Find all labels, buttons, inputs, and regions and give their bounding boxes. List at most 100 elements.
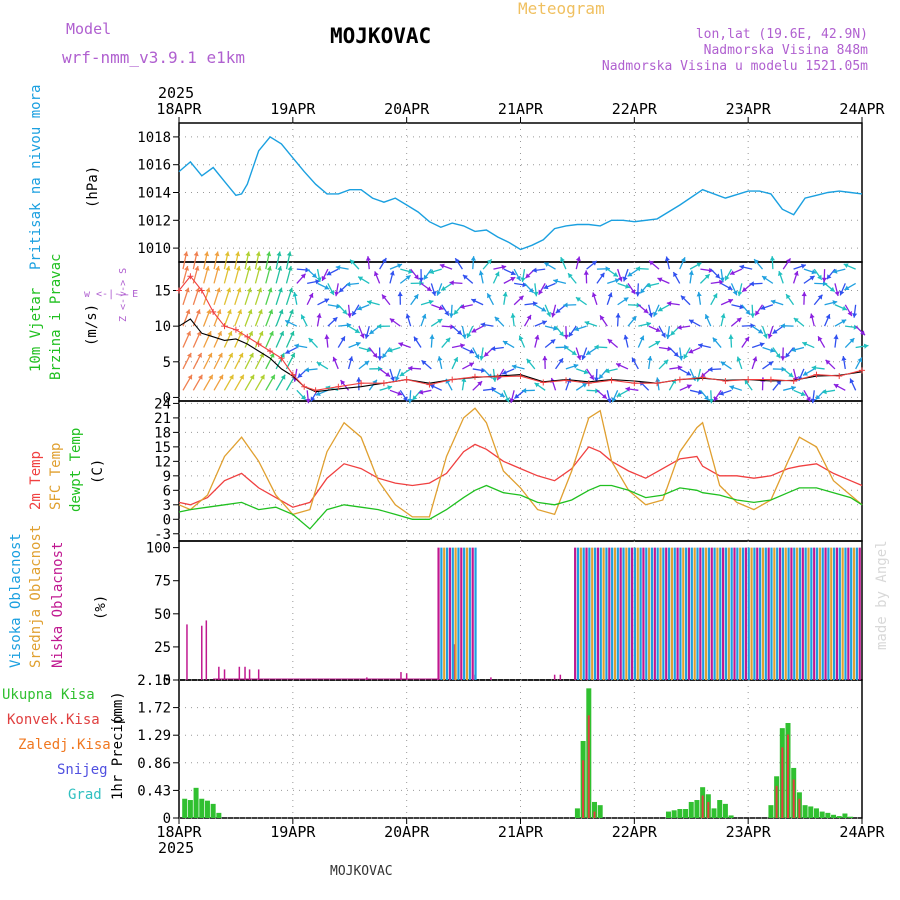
wind-arrow-head: [635, 266, 641, 272]
wind-arrow-head: [369, 329, 375, 335]
wind-arrow-head: [510, 277, 516, 282]
wind-arrow-head: [277, 265, 283, 271]
wind-arrow-head: [832, 268, 838, 274]
ytick-label-temperature: 6: [163, 483, 171, 499]
wind-arrow-head: [582, 383, 588, 388]
svg-text:Grad: Grad: [68, 787, 102, 803]
wind-arrow-head: [713, 396, 719, 402]
wind-arrow-head: [197, 374, 203, 380]
svg-text:Brzina i Pravac: Brzina i Pravac: [48, 254, 64, 380]
wind-arrow-head: [405, 275, 411, 281]
wind-arrow-head: [429, 269, 435, 275]
wind-arrow-head: [510, 270, 516, 276]
wind-arrow-head: [373, 271, 379, 277]
wind-arrow-head: [811, 269, 817, 275]
wind-arrow-head: [532, 301, 538, 307]
wind-arrow-head: [278, 309, 284, 315]
wind-arrow-head: [757, 328, 763, 334]
wind-arrow-head: [533, 291, 539, 297]
wind-arrow-head: [546, 311, 551, 317]
wind-arrow-head: [480, 367, 486, 373]
wind-arrow-head: [437, 356, 443, 361]
wind-arrow-head: [382, 353, 387, 359]
wind-arrow-head: [316, 313, 322, 319]
wind-arrow-head: [769, 256, 775, 261]
wind-arrow-head: [477, 381, 483, 387]
wind-arrow-head: [326, 270, 332, 276]
coords-label: lon,lat (19.6E, 42.9N): [696, 27, 868, 42]
wind-arrow-head: [449, 280, 454, 286]
wind-arrow-head: [321, 275, 327, 281]
wind-arrow-head: [377, 356, 383, 361]
wind-arrow-head: [468, 362, 474, 368]
wind-arrow-head: [635, 291, 641, 297]
wind-arrow-head: [767, 333, 773, 339]
wind-arrow-head: [186, 352, 192, 358]
wind-arrow-head: [460, 304, 465, 310]
wind-arrow-head: [216, 309, 222, 315]
wind-arrow-head: [599, 272, 605, 278]
wind-arrow-head: [208, 374, 213, 380]
wind-arrow-head: [612, 272, 618, 277]
wind-arrow-head: [534, 334, 540, 340]
ytick-label-precipitation: 2.15: [137, 673, 171, 689]
wind-arrow-head: [788, 372, 794, 378]
wind-arrow-head: [324, 298, 330, 304]
wind-arrow-head: [487, 293, 492, 299]
wind-arrow-head: [348, 356, 354, 362]
wind-arrow-head: [832, 300, 838, 306]
wind-arrow-head: [843, 263, 849, 269]
wind-arrow-head: [499, 392, 505, 397]
wind-arrow-head: [426, 286, 432, 292]
wind-arrow-head: [279, 331, 285, 337]
wind-arrow-head: [277, 287, 283, 293]
wind-arrow-head: [504, 397, 510, 403]
wind-arrow-head: [428, 299, 434, 305]
wind-arrow-head: [553, 325, 558, 331]
wind-arrow-head: [352, 310, 357, 316]
wind-arrow-head: [810, 398, 816, 404]
wind-arrow-head: [470, 256, 476, 261]
wind-arrow-head: [462, 274, 468, 280]
top-tick-label: 20APR: [384, 100, 430, 118]
wind-arrow-head: [736, 317, 742, 323]
wind-arrow-head: [397, 263, 403, 269]
wind-arrow-head: [502, 369, 508, 375]
svg-text:(C): (C): [90, 459, 106, 484]
wind-arrow-head: [225, 265, 231, 271]
wind-arrow-head: [289, 331, 295, 337]
ytick-label-temperature: -3: [154, 527, 171, 543]
wind-arrow-head: [586, 350, 592, 355]
wind-arrow-head: [833, 334, 839, 340]
wind-arrow-head: [607, 292, 613, 298]
ytick-label-precipitation: 1.72: [137, 701, 171, 717]
wind-arrow-head: [708, 398, 714, 404]
wind-arrow-head: [658, 306, 664, 312]
wind-arrow-head: [342, 309, 348, 315]
precip-total-bar: [597, 805, 603, 818]
wind-arrow-head: [310, 396, 316, 402]
wind-arrow-head: [720, 361, 726, 367]
wind-arrow-head: [776, 380, 782, 386]
wind-arrow-head: [455, 258, 460, 264]
ytick-label-pressure: 1016: [137, 158, 171, 174]
wind-arrow-head: [224, 251, 230, 257]
wind-arrow-head: [818, 336, 823, 342]
wind-arrow-head: [235, 251, 241, 257]
wind-arrow-head: [631, 316, 637, 322]
wind-arrow-head: [560, 257, 565, 263]
product-title: Meteogram: [518, 0, 605, 18]
wind-arrow-head: [759, 342, 765, 348]
wind-arrow-head: [571, 350, 577, 355]
wind-arrow-head: [184, 265, 190, 271]
wind-arrow-head: [502, 291, 508, 297]
wind-arrow-head: [214, 251, 220, 257]
svg-text:Visoka Oblacnost: Visoka Oblacnost: [8, 533, 24, 668]
ytick-label-pressure: 1014: [137, 186, 171, 202]
wind-arrow-head: [686, 370, 692, 376]
wind-arrow-head: [336, 303, 341, 309]
wind-arrow-head: [229, 374, 234, 380]
precip-conv-bar: [787, 734, 790, 818]
precip-total-bar: [694, 800, 700, 818]
wind-arrow-head: [376, 323, 382, 329]
